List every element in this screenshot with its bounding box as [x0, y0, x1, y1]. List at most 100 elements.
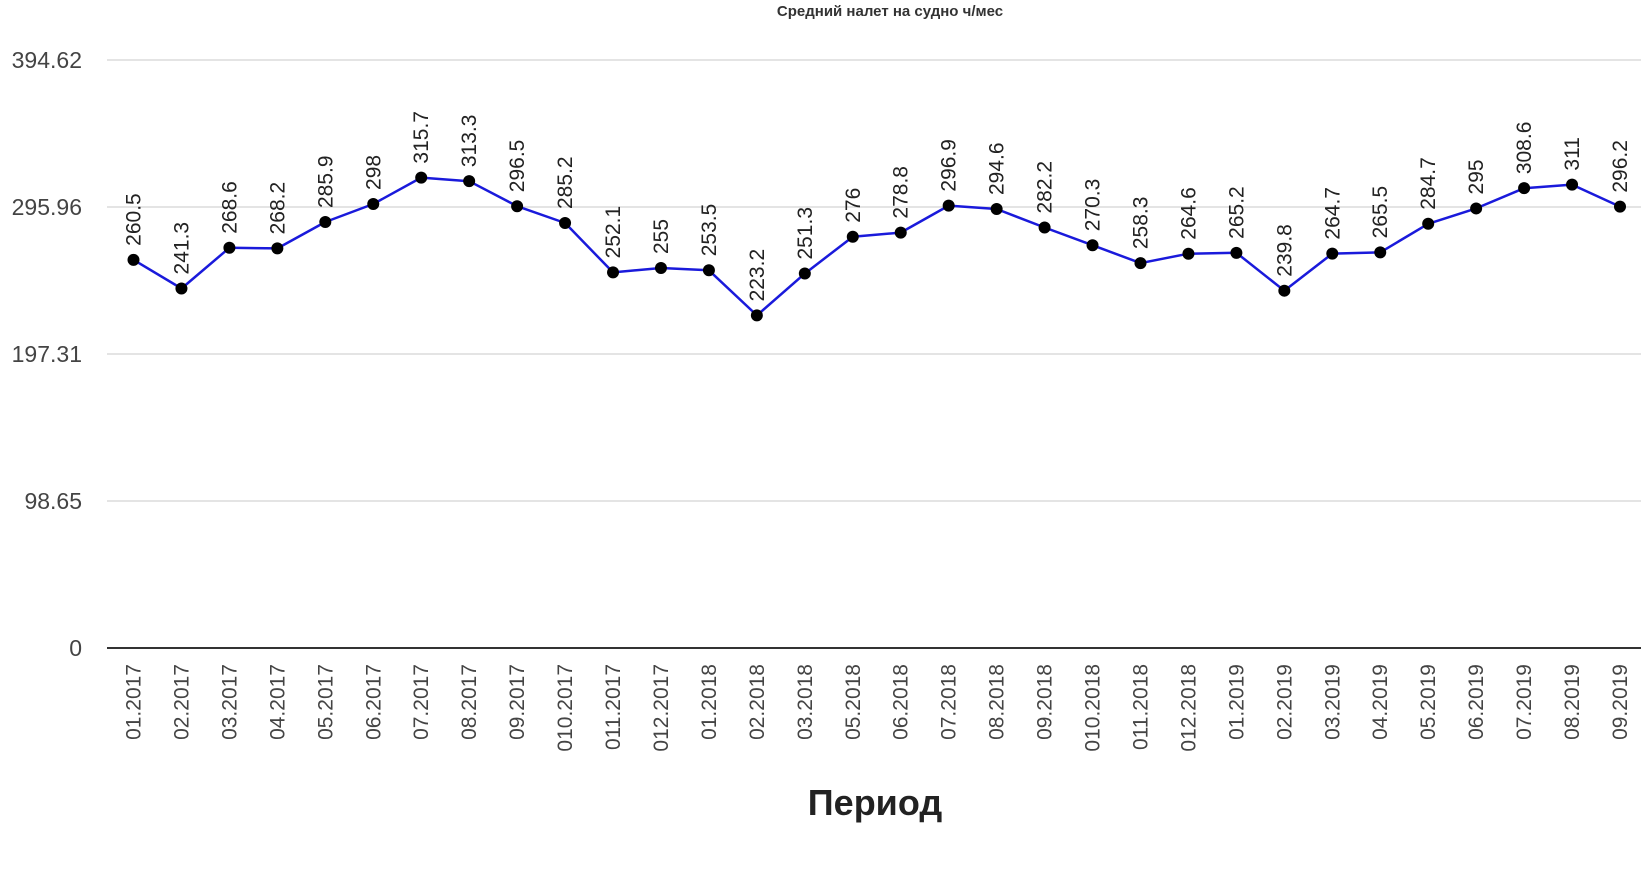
x-tick-label: 04.2019: [1369, 664, 1392, 740]
data-point: [1038, 221, 1051, 234]
x-tick-label: 08.2017: [458, 664, 481, 740]
data-point: [702, 264, 715, 277]
series-line: [132, 176, 1621, 317]
x-tick-label: 02.2017: [170, 664, 193, 740]
data-point: [1566, 178, 1579, 191]
data-point: [607, 266, 620, 279]
data-label: 241.3: [170, 222, 193, 275]
y-tick-label: 98.65: [24, 488, 82, 514]
data-point: [1326, 247, 1339, 260]
x-tick-label: 01.2018: [698, 664, 721, 740]
x-tick-label: 03.2019: [1321, 664, 1344, 740]
x-tick-label: 06.2017: [362, 664, 385, 740]
x-tick-label: 07.2017: [410, 664, 433, 740]
x-tick-label: 012.2018: [1177, 664, 1200, 752]
data-label: 251.3: [794, 207, 817, 260]
data-label: 311: [1561, 137, 1584, 170]
x-tick-label: 02.2018: [746, 664, 769, 740]
data-point: [1182, 247, 1195, 260]
x-tick-label: 010.2018: [1082, 664, 1105, 752]
data-label: 258.3: [1129, 197, 1152, 250]
data-label: 296.2: [1609, 140, 1632, 193]
data-label: 294.6: [986, 142, 1009, 195]
data-label: 253.5: [698, 204, 721, 257]
data-point: [990, 203, 1003, 216]
y-tick-label: 295.96: [12, 194, 82, 220]
data-point: [1518, 182, 1531, 195]
x-tick-label: 08.2019: [1561, 664, 1584, 740]
data-label: 276: [842, 188, 865, 223]
data-point: [1374, 246, 1387, 259]
data-point: [1614, 200, 1626, 213]
x-tick-label: 05.2019: [1417, 664, 1440, 740]
data-point: [1422, 217, 1435, 230]
x-tick-label: 03.2017: [218, 664, 241, 740]
data-point: [1470, 202, 1483, 215]
data-label: 296.5: [506, 140, 529, 193]
x-tick-label: 03.2018: [794, 664, 817, 740]
data-label: 265.5: [1369, 186, 1392, 239]
data-point: [894, 226, 907, 239]
x-axis-ticks: 01.2017 02.2017 03.2017 04.2017 05.2017 06.20…: [123, 664, 1633, 752]
data-label: 285.9: [314, 155, 337, 208]
x-tick-label: 01.2017: [123, 664, 146, 740]
data-label: 239.8: [1273, 224, 1296, 277]
chart-title: Средний налет на судно ч/мес: [777, 3, 1003, 20]
data-label: 313.3: [458, 115, 481, 168]
data-labels: 260.5 241.3 268.6 268.2 285.9 298 315.7 313.3 29…: [123, 111, 1633, 301]
x-tick-label: 09.2019: [1609, 664, 1632, 740]
x-tick-label: 012.2017: [650, 664, 673, 752]
data-point: [1278, 284, 1291, 297]
data-label: 255: [650, 219, 673, 254]
data-point: [271, 242, 284, 255]
x-tick-label: 010.2017: [554, 664, 577, 752]
y-tick-label: 394.62: [12, 47, 82, 73]
x-tick-label: 011.2018: [1129, 664, 1152, 750]
data-point: [559, 217, 572, 230]
y-axis-ticks: 0 98.65 197.31 295.96 394.62: [12, 47, 82, 661]
data-point: [415, 171, 428, 184]
data-point: [798, 267, 811, 280]
data-label: 270.3: [1082, 179, 1105, 232]
data-label: 268.2: [266, 182, 289, 235]
data-point: [1134, 257, 1147, 270]
data-label: 278.8: [890, 166, 913, 219]
data-point: [319, 215, 332, 228]
x-tick-label: 07.2019: [1513, 664, 1536, 740]
x-tick-label: 06.2019: [1465, 664, 1488, 740]
data-label: 298: [362, 155, 385, 190]
data-label: 296.9: [938, 139, 961, 192]
data-label: 264.6: [1177, 187, 1200, 240]
data-point: [750, 309, 763, 322]
x-tick-label: 02.2019: [1273, 664, 1296, 740]
data-point: [654, 262, 667, 275]
x-tick-label: 05.2018: [842, 664, 865, 740]
x-tick-label: 09.2018: [1034, 664, 1057, 740]
y-tick-label: 197.31: [12, 341, 82, 367]
data-label: 264.7: [1321, 187, 1344, 240]
data-label: 282.2: [1034, 161, 1057, 214]
x-tick-label: 06.2018: [890, 664, 913, 740]
data-point: [511, 200, 524, 213]
data-label: 285.2: [554, 156, 577, 209]
data-point: [463, 175, 476, 188]
data-point: [1230, 246, 1243, 259]
data-label: 315.7: [410, 111, 433, 164]
x-tick-label: 04.2017: [266, 664, 289, 740]
data-point: [223, 241, 236, 254]
x-tick-label: 07.2018: [938, 664, 961, 740]
data-label: 260.5: [123, 193, 146, 246]
data-label: 265.2: [1225, 186, 1248, 239]
data-point: [846, 230, 859, 243]
data-label: 308.6: [1513, 122, 1536, 175]
data-point: [942, 199, 955, 212]
x-tick-label: 011.2017: [602, 664, 625, 750]
data-label: 268.6: [218, 181, 241, 234]
data-point: [175, 282, 188, 295]
data-point: [1086, 239, 1099, 252]
gridlines: [107, 59, 1641, 502]
data-label: 223.2: [746, 249, 769, 302]
y-tick-label: 0: [69, 635, 82, 661]
series-layer: [127, 171, 1626, 322]
